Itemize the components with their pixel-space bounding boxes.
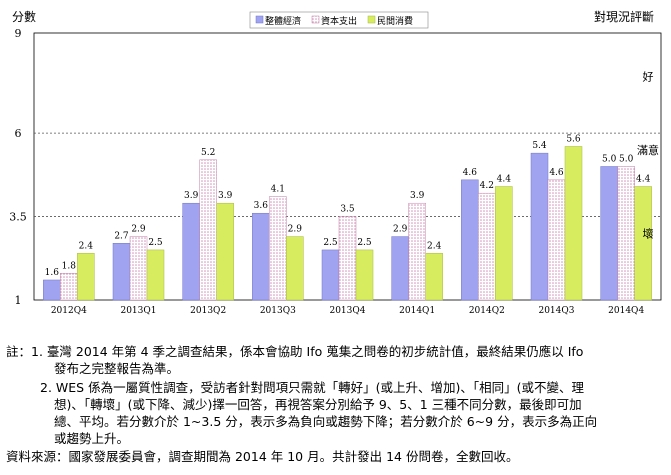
bar-series-2 xyxy=(408,202,426,301)
note-2-line-4: 或趨勢上升。 xyxy=(54,431,130,446)
data-label: 4.4 xyxy=(497,175,512,185)
y-tick-label: 9 xyxy=(15,27,22,40)
bar-series-1 xyxy=(182,202,200,301)
bar-series-1 xyxy=(321,249,340,301)
bar-series-1 xyxy=(461,179,479,301)
bar-series-3 xyxy=(216,202,234,301)
bar-series-3 xyxy=(634,186,652,301)
bar-series-1 xyxy=(43,279,61,301)
x-tick-label: 2014Q3 xyxy=(538,306,574,316)
bar-series-2 xyxy=(269,196,287,301)
x-tick-label: 2014Q4 xyxy=(608,306,644,316)
x-tick-label: 2013Q4 xyxy=(329,306,365,316)
x-tick-label: 2012Q4 xyxy=(51,306,87,316)
note-2-line-3: 總、平均。若分數介於 1~3.5 分，表示多為負向或趨勢下降；若分數介於 6~9… xyxy=(54,414,598,429)
right-axis-label: 壞 xyxy=(643,227,654,240)
data-label: 1.8 xyxy=(62,261,77,271)
note-2-line-1: 2. WES 係為一屬質性調查，受訪者針對問項只需就「轉好」(或上升、增加)、「… xyxy=(40,380,584,395)
legend-swatch-2 xyxy=(311,15,320,24)
right-axis-label: 滿意 xyxy=(637,143,659,157)
data-label: 5.4 xyxy=(532,141,547,151)
bar-series-1 xyxy=(252,212,270,301)
bar-series-3 xyxy=(286,236,304,301)
data-label: 5.6 xyxy=(566,134,581,144)
data-label: 4.4 xyxy=(636,175,651,185)
x-tick-label: 2013Q2 xyxy=(190,306,226,316)
bar-series-3 xyxy=(425,253,443,301)
note-1-line-2: 發布之完整報告為準。 xyxy=(54,361,180,376)
right-axis-title: 對現況評斷 xyxy=(594,9,654,24)
bar-series-3 xyxy=(355,249,374,301)
bar-series-3 xyxy=(564,146,583,301)
bar-series-2 xyxy=(338,216,357,301)
y-tick-label: 1 xyxy=(15,294,22,307)
data-label: 5.0 xyxy=(602,155,617,165)
legend-swatch-1 xyxy=(255,15,264,24)
data-label: 2.9 xyxy=(131,225,146,235)
bar-series-1 xyxy=(112,243,131,301)
data-label: 4.1 xyxy=(271,185,285,195)
x-tick-label: 2014Q1 xyxy=(399,306,435,316)
y-tick-label: 3.5 xyxy=(9,211,27,224)
bar-series-2 xyxy=(617,166,635,301)
bar-series-2 xyxy=(478,192,496,301)
legend-label-3: 民間消費 xyxy=(377,15,413,27)
bar-series-1 xyxy=(600,166,618,301)
data-label: 4.6 xyxy=(463,168,478,178)
bar-series-2 xyxy=(547,179,566,301)
data-label: 2.4 xyxy=(427,241,442,251)
legend-swatch-3 xyxy=(367,15,376,24)
x-tick-label: 2013Q3 xyxy=(260,306,296,316)
note-2-line-2: 想)、「轉壞」(或下降、減少)擇一回答，再視答案分別給予 9、5、1 三種不同分… xyxy=(54,397,582,412)
y-axis-label: 分數 xyxy=(12,10,36,24)
bar-series-3 xyxy=(495,186,513,301)
x-tick-label: 2014Q2 xyxy=(469,306,505,316)
data-label: 3.6 xyxy=(254,201,269,211)
data-label: 2.5 xyxy=(148,238,163,248)
data-label: 3.9 xyxy=(218,191,233,201)
data-label: 5.0 xyxy=(619,155,634,165)
bar-series-2 xyxy=(60,273,78,301)
data-label: 2.5 xyxy=(323,238,338,248)
data-label: 3.9 xyxy=(410,191,425,201)
data-label: 4.2 xyxy=(480,181,494,191)
data-label: 1.6 xyxy=(45,268,60,278)
note-1-line-1: 註：1. 臺灣 2014 年第 4 季之調查結果，係本會協助 Ifo 蒐集之問卷… xyxy=(6,344,584,359)
bar-series-2 xyxy=(199,159,217,301)
bar-series-3 xyxy=(146,249,165,301)
bar-series-1 xyxy=(530,152,549,301)
data-label: 4.6 xyxy=(549,168,564,178)
legend: 整體經濟 資本支出 民間消費 xyxy=(249,11,429,29)
bar-series-1 xyxy=(391,236,409,301)
data-label: 2.9 xyxy=(288,225,303,235)
x-tick-label: 2013Q1 xyxy=(120,306,156,316)
legend-label-1: 整體經濟 xyxy=(265,15,301,27)
bar-chart: 分數 對現況評斷 1.61.82.42.72.92.53.95.23.93.64… xyxy=(9,9,662,316)
data-label: 2.9 xyxy=(393,225,408,235)
data-label: 5.2 xyxy=(201,148,215,158)
y-tick-label: 6 xyxy=(15,127,22,140)
right-axis-label: 好 xyxy=(643,69,654,83)
legend-label-2: 資本支出 xyxy=(321,15,357,27)
data-label: 3.5 xyxy=(340,205,355,215)
source-note: 資料來源：國家發展委員會，調查期間為 2014 年 10 月。共計發出 14 份… xyxy=(6,449,519,464)
data-label: 3.9 xyxy=(184,191,199,201)
legend-box xyxy=(249,11,429,29)
data-label: 2.4 xyxy=(79,241,94,251)
bar-series-2 xyxy=(129,236,148,301)
data-label: 2.5 xyxy=(357,238,372,248)
data-label: 2.7 xyxy=(114,231,129,241)
bar-series-3 xyxy=(77,253,95,301)
